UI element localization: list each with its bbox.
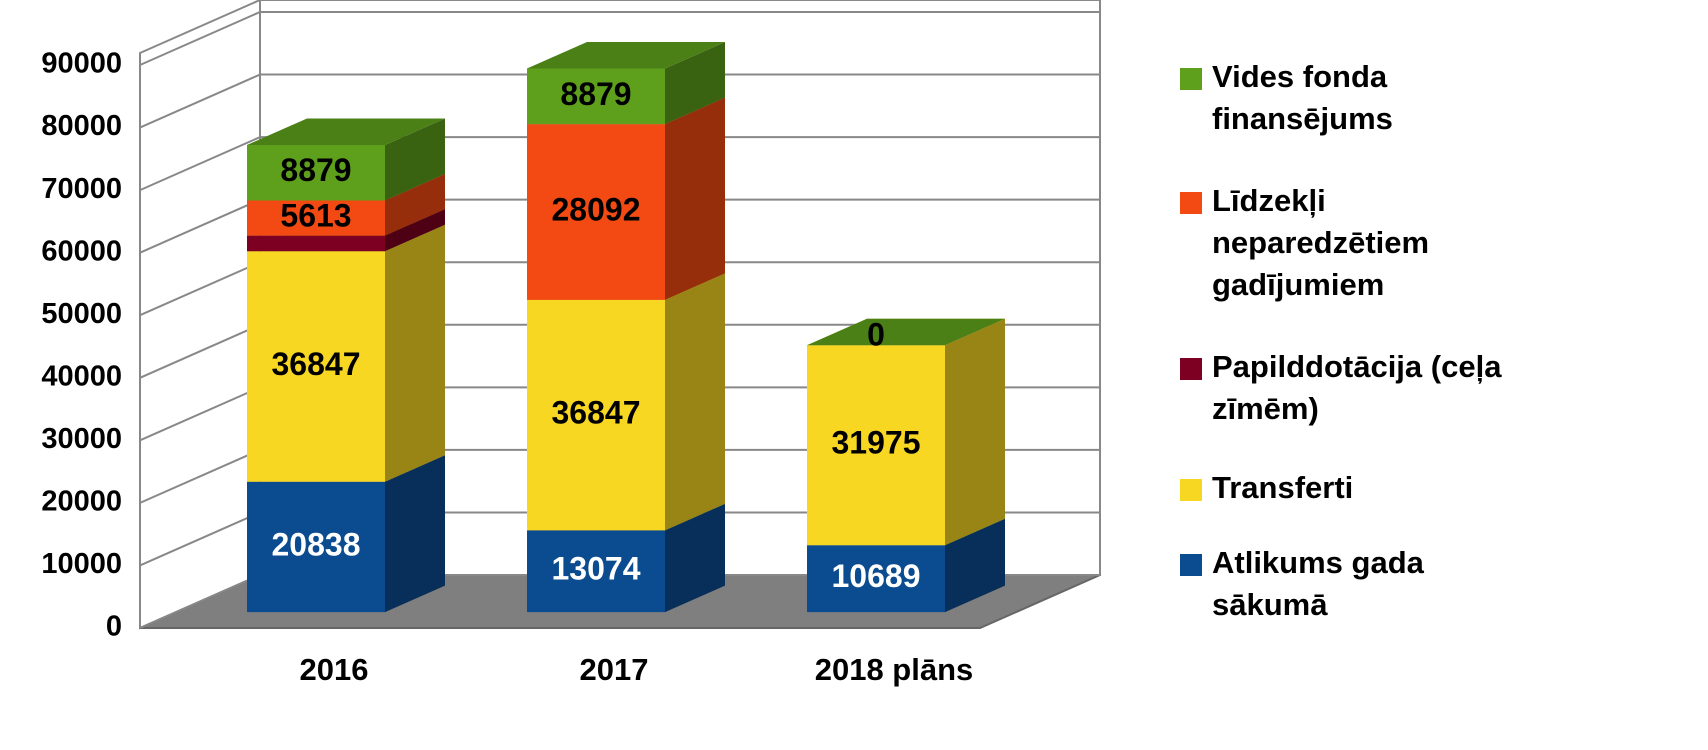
y-tick-label: 0 [106, 611, 122, 643]
bar-side [945, 318, 1005, 546]
bar-top [247, 118, 445, 145]
bar-front [247, 251, 385, 482]
y-tick-label: 80000 [41, 110, 122, 142]
bar-front [247, 200, 385, 236]
legend-swatch [1180, 554, 1202, 576]
grid-segment [139, 73, 1100, 129]
bar-top [807, 318, 1005, 346]
value-label: 8879 [280, 152, 351, 188]
bar-segment [527, 42, 725, 125]
legend-label: Atlikums gada sākumā [1212, 545, 1425, 622]
value-label: 8879 [560, 76, 631, 112]
value-label: 20838 [272, 526, 361, 562]
value-label: 36847 [552, 395, 641, 431]
y-tick-label: 70000 [41, 173, 122, 205]
bar-segment [807, 318, 1005, 346]
bar-front [807, 545, 945, 613]
value-label: 31975 [832, 425, 921, 461]
value-label: 36847 [272, 346, 361, 382]
value-label: 5613 [280, 198, 351, 234]
value-label: 0 [867, 317, 885, 353]
legend-label: Transferti [1212, 470, 1353, 505]
bar-segment [247, 118, 445, 201]
grid-segment [139, 136, 1100, 192]
bar-front [527, 124, 665, 300]
bar-front [807, 345, 945, 546]
value-label: 28092 [552, 191, 641, 227]
x-tick-label: 2017 [580, 652, 649, 687]
bar-side [385, 118, 445, 201]
bar-side [665, 273, 725, 531]
legend-label: Vides fonda finansējums [1212, 59, 1393, 136]
y-tick-label: 40000 [41, 360, 122, 392]
grid-line [139, 11, 1100, 66]
bar-side [385, 173, 445, 236]
y-tick-label: 90000 [41, 48, 122, 80]
bar-side [665, 42, 725, 125]
bar-front [247, 144, 385, 201]
side-wall [139, 0, 261, 630]
bar-front [527, 530, 665, 613]
bar-side [385, 455, 445, 613]
bar-side [385, 209, 445, 252]
bar-front [527, 299, 665, 531]
grid-segment [139, 11, 1100, 66]
bar-side [945, 518, 1005, 613]
y-tick-label: 60000 [41, 235, 122, 267]
legend-swatch [1180, 192, 1202, 214]
bar-front [527, 68, 665, 125]
grid-line [139, 136, 1100, 192]
grid-line [139, 73, 1100, 129]
legend-label: Papilddotācija (ceļa zīmēm) [1212, 349, 1502, 426]
bar-side [665, 503, 725, 613]
legend-swatch [1180, 479, 1202, 501]
bar-side [385, 224, 445, 482]
bar-front [247, 235, 385, 252]
bar-side [665, 97, 725, 300]
legend-swatch [1180, 68, 1202, 90]
value-label: 13074 [552, 551, 641, 587]
bar-top [527, 42, 725, 69]
y-tick-label: 30000 [41, 423, 122, 455]
y-tick-label: 20000 [41, 486, 122, 518]
y-tick-label: 50000 [41, 298, 122, 330]
legend-swatch [1180, 358, 1202, 380]
bar-segment [247, 455, 445, 613]
legend-label: Līdzekļi neparedzētiem gadījumiem [1212, 183, 1429, 302]
value-label: 10689 [832, 558, 921, 594]
y-tick-label: 10000 [41, 548, 122, 580]
bar-front [247, 481, 385, 613]
x-tick-label: 2018 plāns [815, 652, 974, 687]
x-tick-label: 2016 [300, 652, 369, 687]
